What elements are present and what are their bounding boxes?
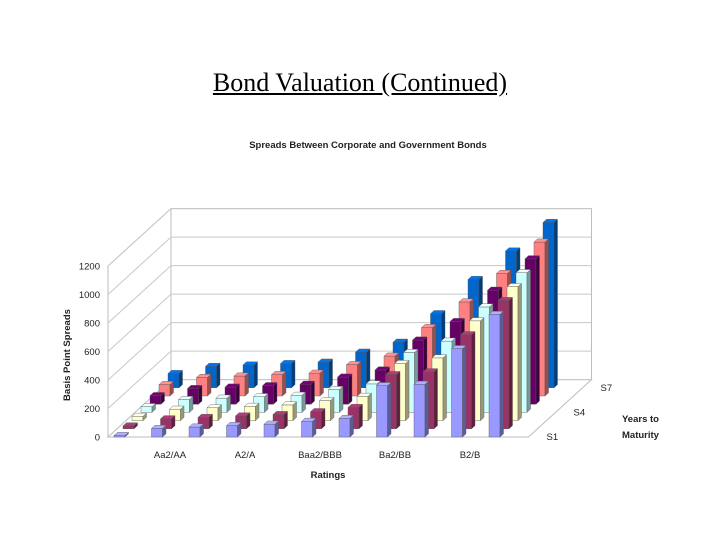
bar — [450, 344, 467, 438]
bar — [263, 420, 280, 438]
x-tick-label: A2/A — [235, 450, 256, 461]
gridline — [107, 265, 592, 324]
y-tick-label: 400 — [84, 376, 100, 387]
x-tick-label: Ba2/BB — [379, 450, 411, 461]
slide-title: Bond Valuation (Continued) — [212, 68, 508, 97]
gridline — [107, 208, 592, 267]
x-tick-labels: Aa2/AA A2/A Baa2/BBB Ba2/BB B2/B — [154, 450, 480, 461]
y-tick-label: 200 — [84, 404, 100, 415]
x-axis-label: Ratings — [311, 470, 346, 481]
bar — [375, 382, 392, 438]
bar — [413, 380, 430, 438]
x-tick-label: Aa2/AA — [154, 450, 187, 461]
chart-title: Spreads Between Corporate and Government… — [249, 140, 487, 151]
bar — [150, 424, 167, 438]
z-axis-label-line2: Maturity — [622, 430, 660, 441]
bar — [140, 403, 157, 413]
bar — [338, 414, 355, 438]
depth-tick-labels: S1 S4 S7 — [547, 383, 613, 443]
bar — [168, 405, 185, 422]
x-tick-label: Baa2/BBB — [298, 450, 342, 461]
y-tick-labels: 0 200 400 600 800 1000 1200 — [79, 262, 100, 444]
bar — [149, 391, 166, 405]
y-tick-label: 0 — [95, 433, 100, 444]
gridline — [107, 293, 592, 352]
bar — [197, 413, 214, 430]
bar — [225, 421, 242, 438]
bar — [131, 412, 148, 422]
bar — [167, 369, 184, 389]
y-axis-label: Basis Point Spreads — [62, 309, 73, 401]
x-tick-label: B2/B — [460, 450, 481, 461]
y-tick-label: 1200 — [79, 262, 100, 273]
y-tick-label: 600 — [84, 347, 100, 358]
bars — [113, 218, 559, 438]
depth-tick-label: S7 — [601, 383, 613, 394]
gridline — [107, 236, 592, 295]
bar — [159, 415, 176, 430]
bar — [300, 417, 317, 438]
bar — [113, 431, 130, 438]
bar — [158, 380, 175, 397]
bar — [488, 310, 505, 438]
depth-tick-label: S4 — [574, 407, 586, 418]
y-tick-label: 1000 — [79, 290, 100, 301]
depth-tick-label: S1 — [547, 432, 559, 443]
y-tick-label: 800 — [84, 319, 100, 330]
bar — [188, 423, 205, 438]
bar — [122, 422, 139, 430]
z-axis-label-line1: Years to — [622, 414, 659, 425]
